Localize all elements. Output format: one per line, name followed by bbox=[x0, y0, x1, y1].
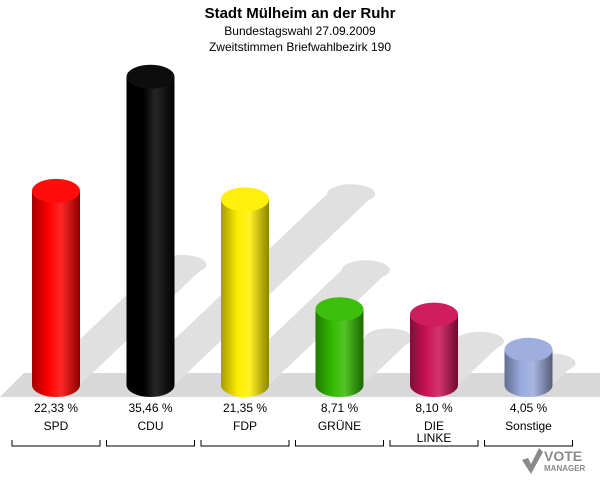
value-label: 35,46 % bbox=[128, 401, 172, 415]
bar-top-cap bbox=[315, 297, 364, 322]
bar-shadow-cap bbox=[455, 331, 504, 351]
bar-top-cap bbox=[126, 64, 175, 89]
logo-line2: MANAGER bbox=[544, 464, 586, 473]
bar-top-cap bbox=[221, 187, 269, 212]
check-icon bbox=[522, 448, 543, 474]
tick-label: CDU bbox=[138, 419, 164, 433]
bar-shadow-cap bbox=[327, 184, 376, 204]
bar-grüne bbox=[315, 297, 364, 398]
bar-die-linke bbox=[410, 302, 458, 397]
bar-body bbox=[315, 309, 364, 398]
tick-label: FDP bbox=[233, 419, 257, 433]
value-label: 21,35 % bbox=[223, 401, 267, 415]
chart-subtitle-district: Zweitstimmen Briefwahlbezirk 190 bbox=[208, 40, 392, 54]
bar-body bbox=[410, 314, 458, 397]
value-label: 22,33 % bbox=[34, 401, 78, 415]
bar-fdp bbox=[221, 187, 269, 397]
logo-line1: VOTE bbox=[544, 448, 583, 464]
chart-subtitle-election: Bundestagswahl 27.09.2009 bbox=[224, 24, 376, 38]
bars bbox=[32, 64, 553, 398]
bar-top-cap bbox=[410, 302, 458, 327]
labels: 22,33 % SPD 35,46 % CDU 21,35 % FDP 8,71 % GRÜN… bbox=[11, 401, 573, 447]
bar-cdu bbox=[126, 64, 175, 398]
bar-body bbox=[221, 199, 269, 397]
chart-title: Stadt Mülheim an der Ruhr bbox=[204, 5, 396, 22]
bar-body bbox=[32, 190, 80, 397]
tick-label: DIE bbox=[424, 419, 444, 433]
tick-label: GRÜNE bbox=[318, 419, 361, 433]
bar-body bbox=[126, 76, 175, 398]
tick-label: LINKE bbox=[417, 431, 452, 445]
value-label: 8,10 % bbox=[415, 401, 453, 415]
category-bracket bbox=[295, 440, 384, 447]
tick-label: Sonstige bbox=[505, 419, 552, 433]
bar-shadow-cap bbox=[364, 328, 413, 348]
bar-sonstige bbox=[504, 337, 553, 398]
tick-label: SPD bbox=[44, 419, 69, 433]
category-bracket bbox=[200, 440, 290, 447]
category-bracket bbox=[389, 440, 479, 447]
category-bracket bbox=[484, 440, 573, 447]
bar-body bbox=[504, 349, 553, 398]
bar-shadows bbox=[32, 184, 576, 385]
bar-top-cap bbox=[504, 337, 553, 362]
category-bracket bbox=[11, 440, 101, 447]
bar-top-cap bbox=[32, 178, 80, 203]
value-label: 8,71 % bbox=[321, 401, 359, 415]
value-label: 4,05 % bbox=[510, 401, 548, 415]
vote-manager-logo: VOTE MANAGER bbox=[520, 446, 598, 478]
category-bracket bbox=[106, 440, 195, 447]
bar-shadow-cap bbox=[341, 260, 390, 280]
bar-spd bbox=[32, 178, 80, 397]
